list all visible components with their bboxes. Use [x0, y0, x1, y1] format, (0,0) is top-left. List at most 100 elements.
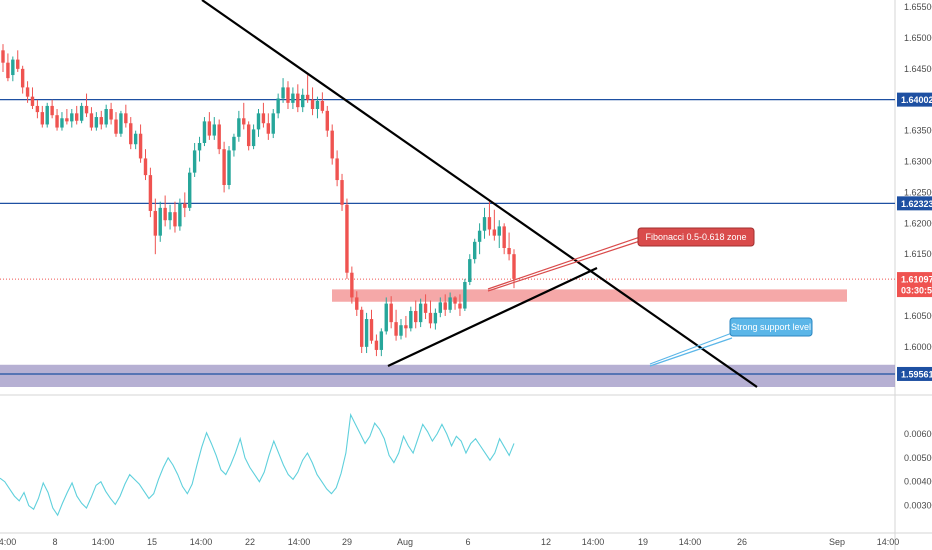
candle-body [237, 118, 241, 137]
candle-body [291, 93, 295, 103]
candle-body [84, 105, 89, 114]
candlestick-series [1, 44, 516, 357]
candle [414, 300, 418, 329]
candle-body [310, 99, 315, 110]
price-badge: 1.59561 [897, 366, 932, 381]
candle [340, 173, 344, 211]
candle-body [301, 94, 305, 108]
candle [55, 109, 59, 131]
candle-body [217, 124, 221, 150]
trendline-layer[interactable] [201, 0, 758, 388]
candle [163, 195, 167, 227]
candle-body [463, 281, 467, 309]
candle [359, 306, 364, 354]
candle [364, 312, 369, 354]
time-tick-label: Sep [829, 537, 845, 547]
support-zone [0, 364, 895, 387]
candle [197, 136, 202, 162]
fib-zone [332, 289, 847, 302]
candle [30, 87, 35, 110]
fibonacci-pointer-line-2[interactable] [487, 240, 641, 292]
candle-body [305, 94, 310, 100]
candle [119, 110, 123, 137]
candle [158, 201, 162, 242]
candle-body [65, 118, 69, 122]
time-tick-label: 26 [737, 537, 747, 547]
candle-body [227, 150, 231, 185]
candle [310, 87, 315, 116]
candle [60, 112, 64, 131]
price-badge-bg [897, 196, 932, 211]
time-tick-label: 14:00 [190, 537, 213, 547]
annotation-layer[interactable]: Fibonacci 0.5-0.618 zone Strong support … [637, 227, 813, 337]
candle-body [178, 203, 182, 227]
candle-body [114, 119, 118, 134]
price-badge: 1.64002 [897, 92, 932, 107]
candle-body [507, 248, 511, 255]
candle-body [20, 68, 25, 88]
candle-body [124, 113, 128, 124]
candle [75, 105, 79, 125]
candle [423, 294, 428, 320]
time-tick-label: Aug [397, 537, 413, 547]
ascending-trendline[interactable] [387, 267, 598, 367]
candle [330, 124, 334, 165]
price-tick-label: 1.61500 [904, 249, 932, 259]
candle-body [315, 100, 320, 110]
support-pointer-line[interactable] [649, 332, 733, 365]
candle [153, 198, 158, 255]
candle-body [251, 129, 256, 147]
candle-body [350, 272, 354, 298]
candle [350, 266, 354, 304]
candle [242, 102, 246, 130]
candle-body [355, 297, 359, 310]
candle [6, 53, 10, 82]
price-badge-bg [897, 92, 932, 107]
candle [404, 315, 408, 338]
candle-body [320, 100, 325, 111]
current-price-label: 1.61097 [901, 275, 932, 285]
candle-body [497, 226, 501, 236]
candle-body [192, 150, 197, 173]
candle-body [418, 303, 423, 323]
fibonacci-pointer-line[interactable] [487, 236, 641, 290]
candle-body [359, 309, 364, 347]
candle-body [197, 142, 202, 151]
time-tick-label: 14:00 [0, 537, 16, 547]
candle [374, 334, 379, 357]
candle [16, 50, 20, 72]
support-label[interactable]: Strong support level [729, 317, 813, 337]
candle [448, 292, 452, 313]
candle [379, 328, 384, 357]
candle [487, 201, 492, 236]
candle-body [340, 180, 344, 205]
atr-line [0, 412, 515, 517]
candle [40, 105, 45, 128]
candle [45, 102, 49, 128]
candle-body [276, 98, 280, 114]
fibonacci-label[interactable]: Fibonacci 0.5-0.618 zone [637, 227, 755, 247]
candle-body [79, 105, 84, 121]
candle [246, 121, 251, 151]
time-tick-label: 12 [541, 537, 551, 547]
descending-trendline[interactable] [201, 0, 758, 388]
candle-body [409, 311, 413, 329]
candle-body [143, 158, 148, 176]
price-tick-label: 1.60000 [904, 342, 932, 352]
candle [237, 110, 241, 142]
candle [50, 99, 54, 119]
candle-body [472, 241, 477, 260]
candle-body [207, 121, 212, 136]
candle [394, 309, 398, 341]
candle-body [492, 229, 497, 236]
time-tick-label: 14:00 [92, 537, 115, 547]
candle-body [404, 325, 408, 329]
candle-body [138, 133, 143, 159]
price-badge-label: 1.62323 [901, 199, 932, 209]
support-pointer-line-2[interactable] [649, 337, 733, 367]
